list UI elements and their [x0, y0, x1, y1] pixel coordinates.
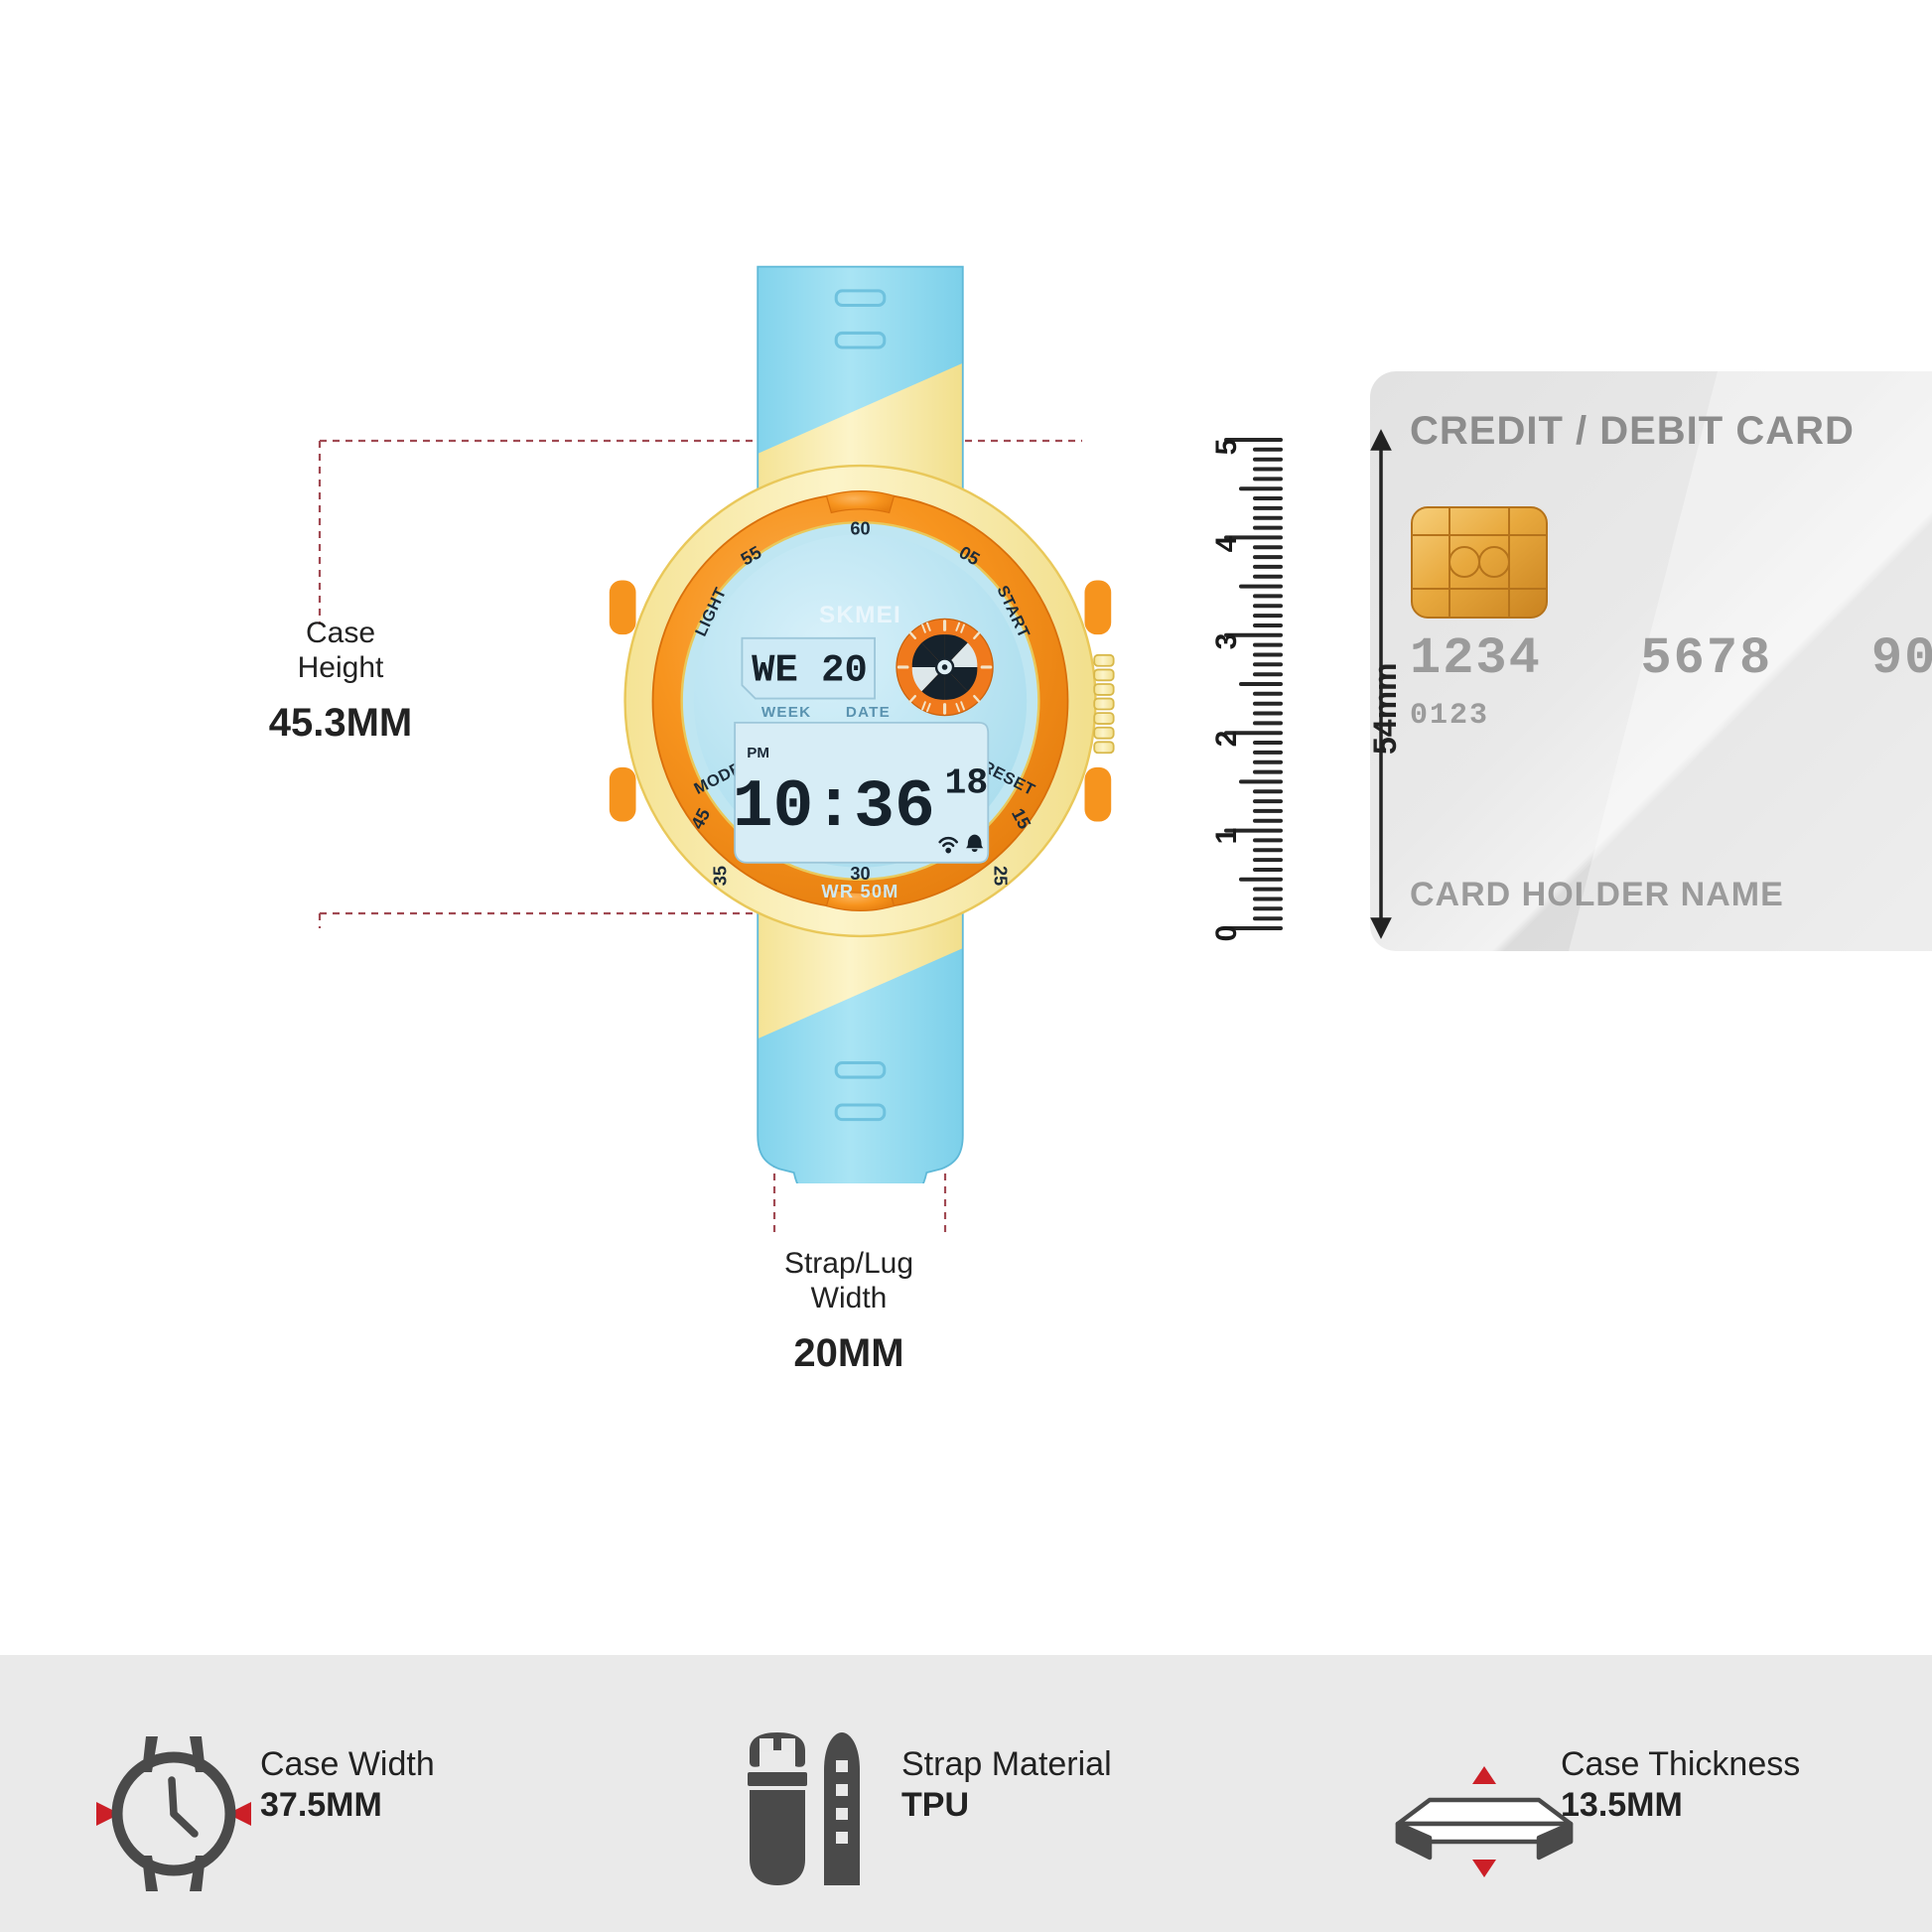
- svg-text:WE 20: WE 20: [752, 648, 868, 692]
- svg-text:WEEK: WEEK: [761, 704, 811, 721]
- svg-text:30: 30: [850, 864, 870, 884]
- svg-text:DATE: DATE: [846, 704, 891, 721]
- svg-text:PM: PM: [747, 745, 769, 761]
- svg-text:SKMEI: SKMEI: [819, 602, 901, 628]
- svg-text:18: 18: [945, 762, 989, 803]
- svg-text:60: 60: [850, 518, 870, 538]
- svg-text:35: 35: [711, 866, 731, 886]
- svg-text:WR 50M: WR 50M: [821, 882, 898, 901]
- svg-text:25: 25: [990, 866, 1010, 886]
- svg-text:10:36: 10:36: [733, 769, 935, 846]
